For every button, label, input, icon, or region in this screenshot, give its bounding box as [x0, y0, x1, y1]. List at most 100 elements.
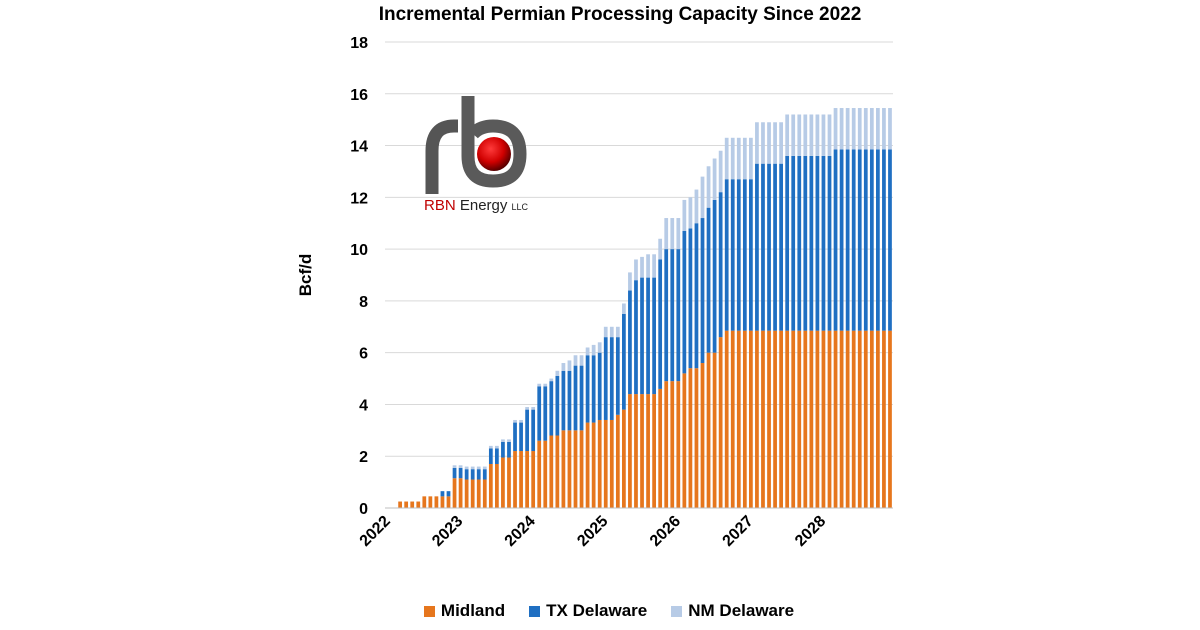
- bar-tx-delaware: [857, 149, 862, 331]
- bar-tx-delaware: [622, 313, 626, 410]
- x-tick-label: 2023: [429, 513, 466, 550]
- bar-midland: [785, 330, 790, 508]
- bar-tx-delaware: [652, 277, 656, 395]
- bar-tx-delaware: [755, 163, 759, 331]
- bar-tx-delaware: [646, 277, 650, 395]
- bar-nm-delaware: [519, 419, 523, 423]
- bar-tx-delaware: [658, 259, 663, 389]
- bar-nm-delaware: [615, 326, 620, 338]
- bar-nm-delaware: [876, 108, 880, 150]
- bar-nm-delaware: [869, 108, 874, 150]
- bar-midland: [470, 479, 475, 508]
- bar-midland: [755, 330, 759, 508]
- bar-midland: [513, 451, 517, 508]
- bar-midland: [876, 330, 880, 508]
- bar-tx-delaware: [688, 228, 693, 369]
- legend-swatch: [671, 605, 683, 617]
- bar-tx-delaware: [876, 149, 880, 331]
- bar-midland: [646, 394, 650, 508]
- bar-nm-delaware: [700, 176, 705, 219]
- bar-midland: [718, 337, 723, 508]
- bar-tx-delaware: [501, 441, 505, 458]
- bar-nm-delaware: [730, 137, 735, 180]
- bar-midland: [398, 501, 402, 508]
- bar-nm-delaware: [458, 465, 463, 468]
- bar-midland: [561, 430, 566, 508]
- bar-nm-delaware: [507, 439, 511, 442]
- bar-midland: [815, 330, 820, 508]
- bar-nm-delaware: [749, 137, 753, 180]
- bar-tx-delaware: [779, 163, 783, 331]
- bar-midland: [482, 479, 487, 508]
- bar-midland: [749, 330, 753, 508]
- chart-title: Incremental Permian Processing Capacity …: [378, 4, 862, 25]
- bar-tx-delaware: [803, 155, 808, 331]
- bar-nm-delaware: [476, 466, 481, 470]
- bar-midland: [446, 496, 451, 508]
- x-tick-label: 2027: [720, 513, 757, 550]
- bar-midland: [585, 422, 590, 508]
- y-tick-label: 18: [350, 35, 368, 52]
- bar-tx-delaware: [579, 365, 584, 431]
- bar-tx-delaware: [839, 149, 844, 331]
- bar-tx-delaware: [507, 441, 511, 458]
- gridlines: [385, 41, 893, 457]
- bar-midland: [773, 330, 777, 508]
- bar-tx-delaware: [827, 155, 832, 331]
- bar-tx-delaware: [676, 249, 681, 382]
- bar-nm-delaware: [567, 360, 572, 371]
- bar-tx-delaware: [561, 370, 566, 431]
- bar-nm-delaware: [724, 137, 729, 180]
- bar-tx-delaware: [488, 448, 493, 464]
- bar-midland: [682, 373, 687, 508]
- bar-tx-delaware: [712, 199, 717, 353]
- bar-tx-delaware: [525, 409, 529, 452]
- bar-midland: [821, 330, 826, 508]
- bar-midland: [730, 330, 735, 508]
- bar-nm-delaware: [712, 158, 717, 200]
- bar-tx-delaware: [694, 223, 699, 369]
- bar-tx-delaware: [851, 149, 856, 331]
- bar-midland: [809, 330, 814, 508]
- bar-nm-delaware: [827, 114, 832, 156]
- bar-nm-delaware: [845, 108, 850, 150]
- bar-midland: [597, 419, 602, 508]
- y-axis-ticks: 0 2 4 6 8 10 12 14 16 18: [350, 35, 368, 518]
- bar-tx-delaware: [452, 467, 457, 479]
- logo-text: RBN Energy LLC: [424, 197, 528, 214]
- bar-nm-delaware: [464, 466, 469, 470]
- legend-label: NM Delaware: [688, 601, 795, 620]
- x-tick-label: 2028: [792, 513, 829, 550]
- bar-midland: [882, 330, 886, 508]
- bar-tx-delaware: [809, 155, 814, 331]
- bar-nm-delaware: [742, 137, 747, 180]
- bar-midland: [422, 496, 427, 508]
- bar-nm-delaware: [646, 254, 650, 278]
- bar-tx-delaware: [543, 386, 548, 441]
- bar-midland: [658, 388, 663, 508]
- bar-tx-delaware: [863, 149, 868, 331]
- bar-midland: [567, 430, 572, 508]
- bar-nm-delaware: [561, 363, 566, 371]
- bar-midland: [555, 435, 560, 508]
- bar-nm-delaware: [809, 114, 814, 156]
- bar-midland: [845, 330, 850, 508]
- bar-nm-delaware: [658, 238, 663, 260]
- bar-tx-delaware: [549, 381, 554, 436]
- bar-tx-delaware: [628, 290, 632, 395]
- bar-midland: [833, 330, 838, 508]
- bar-nm-delaware: [888, 108, 892, 150]
- bar-tx-delaware: [603, 337, 608, 420]
- bar-nm-delaware: [452, 465, 457, 468]
- bar-midland: [428, 496, 433, 508]
- bar-midland: [779, 330, 783, 508]
- bar-midland: [670, 381, 675, 508]
- bar-midland: [458, 478, 463, 508]
- bar-midland: [857, 330, 862, 508]
- bar-tx-delaware: [682, 230, 687, 374]
- bar-midland: [676, 381, 681, 508]
- bar-midland: [488, 463, 493, 508]
- bar-tx-delaware: [821, 155, 826, 331]
- bar-tx-delaware: [761, 163, 765, 331]
